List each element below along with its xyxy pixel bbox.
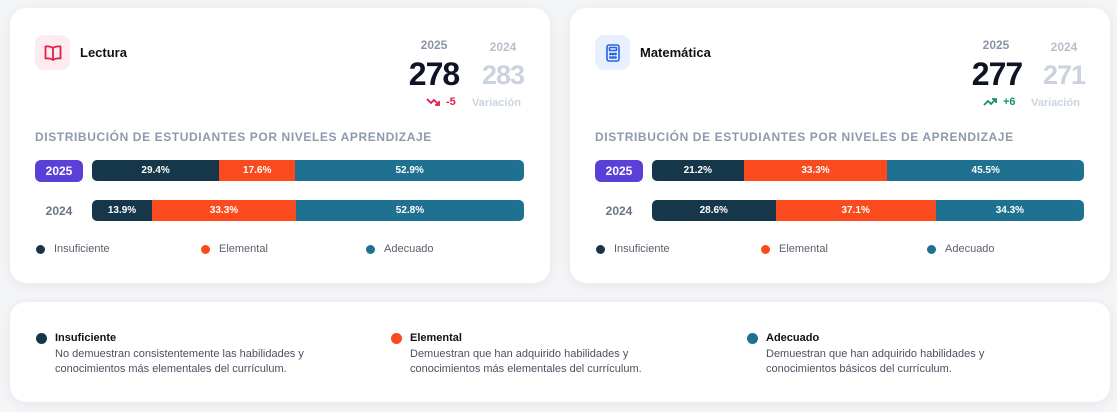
distribution-bar-2024: 28.6% 37.1% 34.3% xyxy=(652,200,1084,221)
distribution-bar-2025: 29.4% 17.6% 52.9% xyxy=(92,160,524,181)
variation-label: Variación xyxy=(1031,97,1080,109)
bar-segment-adecuado: 45.5% xyxy=(887,160,1084,181)
dot-icon xyxy=(201,244,210,254)
definition-adecuado: Adecuado Demuestran que han adquirido ha… xyxy=(747,332,1067,377)
year-badge-2024: 2024 xyxy=(45,204,73,218)
matematica-card: Matemática 2025 2024 277 271 +6 Variació… xyxy=(570,8,1110,283)
subject-title: Lectura xyxy=(80,45,127,60)
dot-icon xyxy=(36,244,45,254)
dot-icon xyxy=(36,332,47,344)
year-current-label: 2025 xyxy=(420,38,448,52)
score-prev: 283 xyxy=(481,60,525,90)
year-prev-label: 2024 xyxy=(489,40,517,54)
legend-adecuado: Adecuado xyxy=(927,243,995,255)
dot-icon xyxy=(927,244,936,254)
legend-adecuado: Adecuado xyxy=(366,243,434,255)
bar-segment-elemental: 37.1% xyxy=(775,200,936,221)
distribution-title: DISTRIBUCIÓN DE ESTUDIANTES POR NIVELES … xyxy=(595,130,1014,144)
dot-icon xyxy=(596,244,605,254)
bar-segment-elemental: 33.3% xyxy=(152,200,296,221)
bar-segment-insuficiente: 13.9% xyxy=(92,200,153,221)
year-badge-2025: 2025 xyxy=(595,160,643,182)
variation-label: Variación xyxy=(472,97,521,109)
dot-icon xyxy=(761,244,770,254)
distribution-title: DISTRIBUCIÓN DE ESTUDIANTES POR NIVELES … xyxy=(35,130,432,144)
variation-delta: -5 xyxy=(426,96,456,108)
bar-segment-elemental: 17.6% xyxy=(219,160,296,181)
bar-segment-adecuado: 52.8% xyxy=(295,200,524,221)
bar-segment-insuficiente: 29.4% xyxy=(92,160,220,181)
legend-elemental: Elemental xyxy=(761,243,828,255)
legend-insuficiente: Insuficiente xyxy=(596,243,670,255)
bar-segment-insuficiente: 28.6% xyxy=(652,200,776,221)
legend-insuficiente: Insuficiente xyxy=(36,243,110,255)
score-current: 277 xyxy=(971,56,1023,92)
definition-insuficiente: Insuficiente No demuestran consistenteme… xyxy=(36,332,356,377)
trend-down-icon xyxy=(426,98,440,106)
trend-up-icon xyxy=(983,98,997,106)
bar-segment-elemental: 33.3% xyxy=(743,160,888,181)
bar-segment-adecuado: 34.3% xyxy=(935,200,1084,221)
lectura-card: Lectura 2025 2024 278 283 -5 Variación D… xyxy=(10,8,550,283)
dot-icon xyxy=(747,332,758,344)
bar-segment-adecuado: 52.9% xyxy=(295,160,524,181)
bar-segment-insuficiente: 21.2% xyxy=(652,160,744,181)
level-definitions-card: Insuficiente No demuestran consistenteme… xyxy=(10,302,1110,402)
subject-title: Matemática xyxy=(640,45,711,60)
distribution-bar-2025: 21.2% 33.3% 45.5% xyxy=(652,160,1084,181)
variation-delta: +6 xyxy=(983,96,1016,108)
calculator-icon xyxy=(595,35,630,70)
distribution-bar-2024: 13.9% 33.3% 52.8% xyxy=(92,200,524,221)
definition-elemental: Elemental Demuestran que han adquirido h… xyxy=(391,332,711,377)
year-prev-label: 2024 xyxy=(1050,40,1078,54)
year-badge-2024: 2024 xyxy=(605,204,633,218)
legend-elemental: Elemental xyxy=(201,243,268,255)
definition-text: No demuestran consistentemente las habil… xyxy=(55,348,304,375)
score-current: 278 xyxy=(408,56,460,92)
year-badge-2025: 2025 xyxy=(35,160,83,182)
dot-icon xyxy=(366,244,375,254)
definition-title: Adecuado xyxy=(766,332,820,344)
definition-title: Elemental xyxy=(410,332,462,344)
dot-icon xyxy=(391,332,402,344)
year-current-label: 2025 xyxy=(982,38,1010,52)
definition-title: Insuficiente xyxy=(55,332,117,344)
definition-text: Demuestran que han adquirido habilidades… xyxy=(410,348,642,375)
score-prev: 271 xyxy=(1042,60,1086,90)
definition-text: Demuestran que han adquirido habilidades… xyxy=(766,348,985,375)
book-open-icon xyxy=(35,35,70,70)
